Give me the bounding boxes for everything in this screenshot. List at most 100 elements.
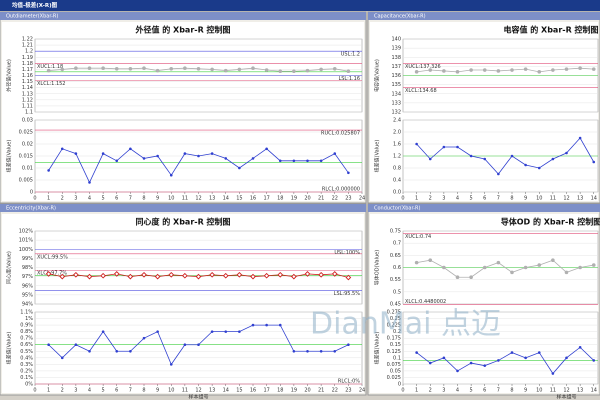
x-tick-label: 14 [223, 388, 229, 394]
point [251, 66, 255, 70]
point [333, 152, 337, 155]
x-tick-label: 3 [442, 388, 445, 394]
y-tick-label: 140 [391, 37, 401, 43]
point [210, 330, 214, 333]
point [510, 68, 514, 72]
y-tick-label: 0.5 [393, 289, 401, 295]
point [169, 173, 173, 177]
x-tick-label: 14 [223, 196, 229, 202]
y-tick-label: 95% [22, 292, 33, 298]
point [564, 270, 569, 275]
point [319, 159, 323, 163]
y-tick-label: 134 [391, 91, 401, 97]
limit-label: XUCL:1.18 [37, 64, 63, 70]
point [469, 361, 473, 365]
x-tick-label: 3 [442, 196, 445, 202]
x-tick-label: 4 [88, 388, 91, 394]
point [115, 349, 119, 353]
x-tick-label: 7 [129, 196, 132, 202]
point [113, 271, 120, 277]
point [210, 67, 214, 72]
y-axis-label: 电容值(Value) [374, 59, 381, 92]
panel-header-text: Conductor(Xbar-R) [374, 206, 421, 212]
panel-header [0, 204, 366, 212]
x-tick-label: 11 [550, 388, 556, 394]
point [46, 68, 51, 73]
y-tick-label: 98% [22, 265, 33, 271]
y-tick-label: 0.8% [20, 329, 33, 335]
y-tick-label: 1.2 [25, 49, 33, 55]
x-tick-label: 0 [33, 388, 36, 394]
chart-title: 导体OD 的 Xbar-R 控制图 [501, 217, 600, 227]
y-tick-label: 0 [398, 382, 401, 388]
x-tick-label: 14 [591, 388, 597, 394]
y-tick-label: 1.12 [22, 97, 33, 103]
y-tick-label: 1.15 [22, 79, 33, 85]
x-tick-label: 0 [401, 196, 404, 202]
point [469, 68, 473, 72]
x-tick-label: 2 [429, 196, 432, 202]
limit-label: RUCL:0.025807 [321, 131, 360, 137]
x-tick-label: 13 [577, 196, 583, 202]
y-axis-label: 导体OD(Value) [374, 250, 381, 285]
y-tick-label: 0.6% [20, 342, 33, 348]
x-tick-label: 15 [236, 196, 242, 202]
y-tick-label: 0.2 [393, 329, 401, 335]
point [156, 154, 159, 158]
x-tick-label: 5 [102, 388, 105, 394]
y-tick-label: 99% [22, 256, 33, 262]
point [578, 346, 582, 349]
point [455, 70, 460, 74]
x-tick-label: 23 [345, 388, 351, 394]
x-tick-label: 2 [429, 388, 432, 394]
point [101, 66, 105, 70]
point [278, 159, 282, 163]
y-tick-label: 1.14 [22, 85, 33, 91]
x-tick-label: 2 [61, 196, 64, 202]
point [127, 273, 134, 280]
point [197, 154, 200, 158]
chart-title: 同心度 的 Xbar-R 控制图 [135, 217, 230, 227]
x-tick-label: 17 [263, 196, 269, 202]
series-line [416, 67, 594, 73]
point [331, 271, 338, 277]
point [551, 68, 555, 72]
point [415, 142, 418, 146]
x-tick-label: 13 [209, 196, 215, 202]
x-tick-label: 3 [74, 196, 77, 202]
point [101, 152, 105, 155]
x-tick-label: 8 [142, 388, 145, 394]
y-tick-label: 136 [391, 73, 401, 79]
limit-label: USL:100% [334, 250, 360, 256]
y-tick-label: 0.015 [19, 154, 33, 160]
point [238, 330, 241, 333]
point [169, 363, 173, 366]
point [183, 66, 187, 70]
point [60, 67, 65, 72]
limit-label: XUCL:137.326 [405, 64, 441, 70]
y-tick-label: 0.02 [22, 142, 33, 148]
y-tick-label: 1.21 [22, 43, 33, 49]
point [332, 67, 337, 71]
point [346, 69, 351, 74]
point [115, 159, 119, 163]
y-tick-label: 0.75 [390, 229, 401, 235]
x-tick-label: 14 [591, 196, 597, 202]
point [523, 265, 528, 270]
point [510, 270, 514, 275]
point [483, 157, 487, 161]
y-tick-label: 137 [391, 64, 401, 70]
point [414, 260, 419, 265]
y-tick-label: 0.15 [390, 342, 401, 348]
y-tick-label: 0.275 [387, 310, 401, 316]
x-tick-label: 10 [168, 388, 174, 394]
point [304, 271, 311, 277]
limit-label: USL:1.2 [341, 52, 360, 58]
series-line [416, 259, 594, 278]
y-tick-label: 135 [391, 82, 401, 88]
point [74, 343, 78, 347]
x-tick-label: 1 [47, 196, 50, 202]
point [428, 68, 433, 72]
point [251, 157, 255, 160]
point [169, 67, 174, 71]
